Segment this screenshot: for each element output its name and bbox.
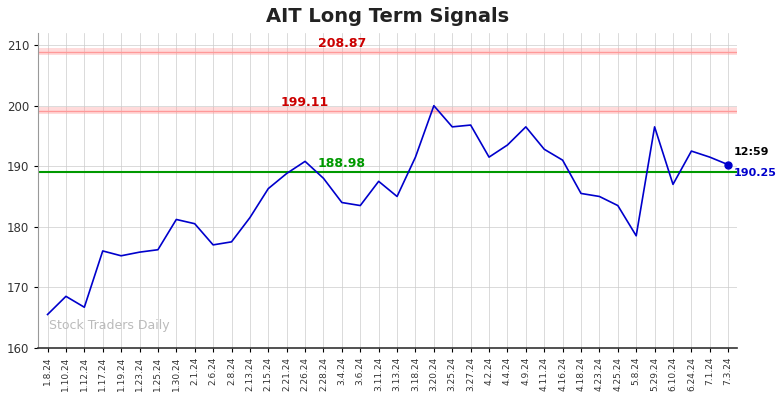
- Text: 208.87: 208.87: [318, 37, 366, 50]
- Text: 188.98: 188.98: [318, 157, 366, 170]
- Text: 190.25: 190.25: [734, 168, 777, 178]
- Title: AIT Long Term Signals: AIT Long Term Signals: [267, 7, 510, 26]
- Text: Stock Traders Daily: Stock Traders Daily: [49, 319, 169, 332]
- Text: 199.11: 199.11: [281, 96, 329, 109]
- Bar: [38, 48, 738, 55]
- Text: 12:59: 12:59: [734, 147, 769, 158]
- Bar: [38, 107, 738, 114]
